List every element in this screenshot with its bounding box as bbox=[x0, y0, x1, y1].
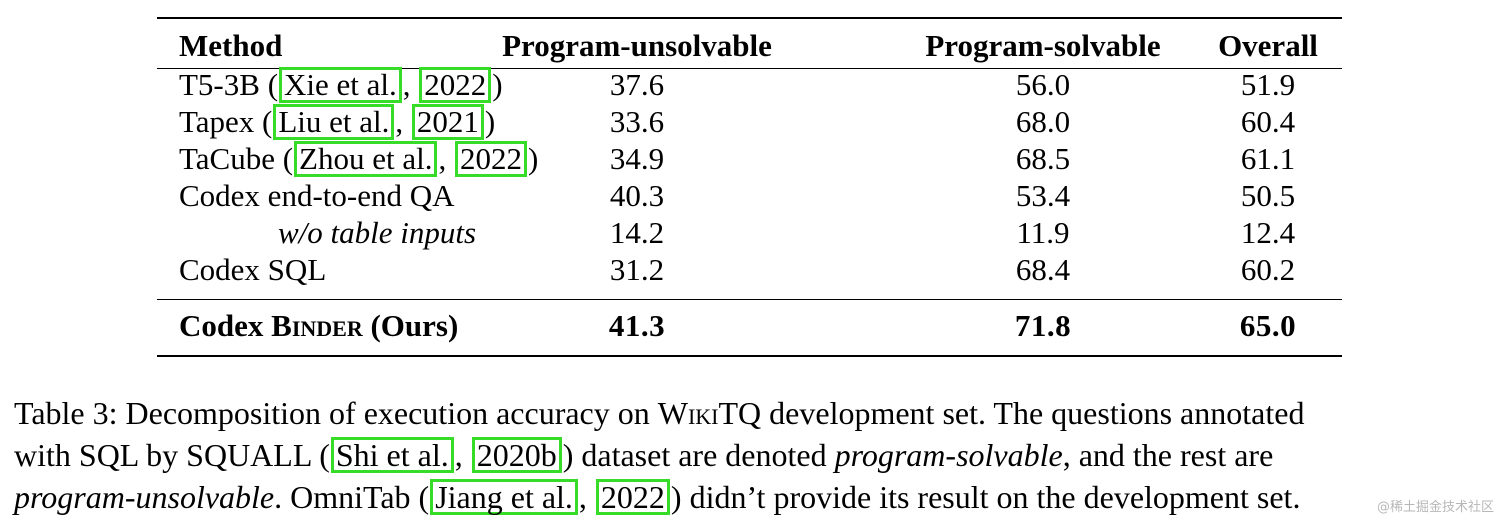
header-method: Method bbox=[179, 28, 283, 63]
method-cell: T5-3B (Xie et al., 2022) bbox=[179, 67, 503, 103]
header-overall: Overall bbox=[1218, 28, 1318, 63]
watermark-text: @稀土掘金技术社区 bbox=[1376, 500, 1494, 515]
caption-line-3: program-unsolvable. OmniTab (Jiang et al… bbox=[14, 479, 1301, 515]
unsolvable-cell: 14.2 bbox=[609, 215, 665, 250]
unsolvable-cell: 31.2 bbox=[609, 252, 665, 287]
overall-cell: 51.9 bbox=[1240, 67, 1296, 102]
overall-cell: 60.2 bbox=[1240, 252, 1296, 287]
caption-line-1: Table 3: Decomposition of execution accu… bbox=[14, 395, 1305, 431]
citation-link[interactable]: Xie et al. bbox=[279, 67, 402, 103]
table-bottom-rule bbox=[157, 355, 1342, 357]
citation-link[interactable]: Liu et al. bbox=[273, 104, 395, 140]
overall-cell: 65.0 bbox=[1239, 308, 1297, 343]
method-cell: Codex SQL bbox=[179, 252, 327, 287]
method-cell: Codex end-to-end QA bbox=[179, 178, 455, 213]
header-program-solvable: Program-solvable bbox=[925, 28, 1161, 63]
overall-cell: 50.5 bbox=[1240, 178, 1296, 213]
unsolvable-cell: 40.3 bbox=[609, 178, 665, 213]
solvable-cell: 11.9 bbox=[1016, 215, 1070, 250]
solvable-cell: 68.5 bbox=[1015, 141, 1071, 176]
unsolvable-cell: 37.6 bbox=[609, 67, 665, 102]
citation-year-link[interactable]: 2022 bbox=[595, 479, 670, 515]
citation-link[interactable]: Zhou et al. bbox=[294, 141, 438, 177]
citation-link[interactable]: Jiang et al. bbox=[430, 479, 578, 515]
solvable-cell: 71.8 bbox=[1014, 308, 1072, 343]
header-program-unsolvable: Program-unsolvable bbox=[502, 28, 772, 63]
table-caption: Table 3: Decomposition of execution accu… bbox=[14, 392, 1504, 518]
solvable-cell: 56.0 bbox=[1015, 67, 1071, 102]
wikitq-dataset-name: WikiTQ bbox=[657, 395, 762, 431]
citation-year-link[interactable]: 2022 bbox=[419, 67, 492, 103]
unsolvable-cell: 41.3 bbox=[608, 308, 666, 343]
citation-year-link[interactable]: 2022 bbox=[454, 141, 527, 177]
table-header-rule bbox=[157, 68, 1342, 70]
solvable-cell: 68.4 bbox=[1015, 252, 1071, 287]
overall-cell: 12.4 bbox=[1240, 215, 1296, 250]
method-cell: Tapex (Liu et al., 2021) bbox=[179, 104, 496, 140]
overall-cell: 60.4 bbox=[1240, 104, 1296, 139]
solvable-cell: 53.4 bbox=[1015, 178, 1071, 213]
method-cell: TaCube (Zhou et al., 2022) bbox=[179, 141, 539, 177]
table-top-rule bbox=[157, 17, 1342, 19]
solvable-cell: 68.0 bbox=[1015, 104, 1071, 139]
citation-year-link[interactable]: 2020b bbox=[471, 437, 562, 473]
table-separator-rule bbox=[157, 299, 1342, 301]
method-cell: Codex Binder (Ours) bbox=[179, 308, 459, 343]
unsolvable-cell: 34.9 bbox=[609, 141, 665, 176]
method-cell: w/o table inputs bbox=[278, 215, 477, 250]
caption-line-2: with SQL by SQUALL (Shi et al., 2020b) d… bbox=[14, 437, 1274, 473]
unsolvable-cell: 33.6 bbox=[609, 104, 665, 139]
citation-link[interactable]: Shi et al. bbox=[330, 437, 454, 473]
citation-year-link[interactable]: 2021 bbox=[411, 104, 484, 140]
overall-cell: 61.1 bbox=[1240, 141, 1296, 176]
